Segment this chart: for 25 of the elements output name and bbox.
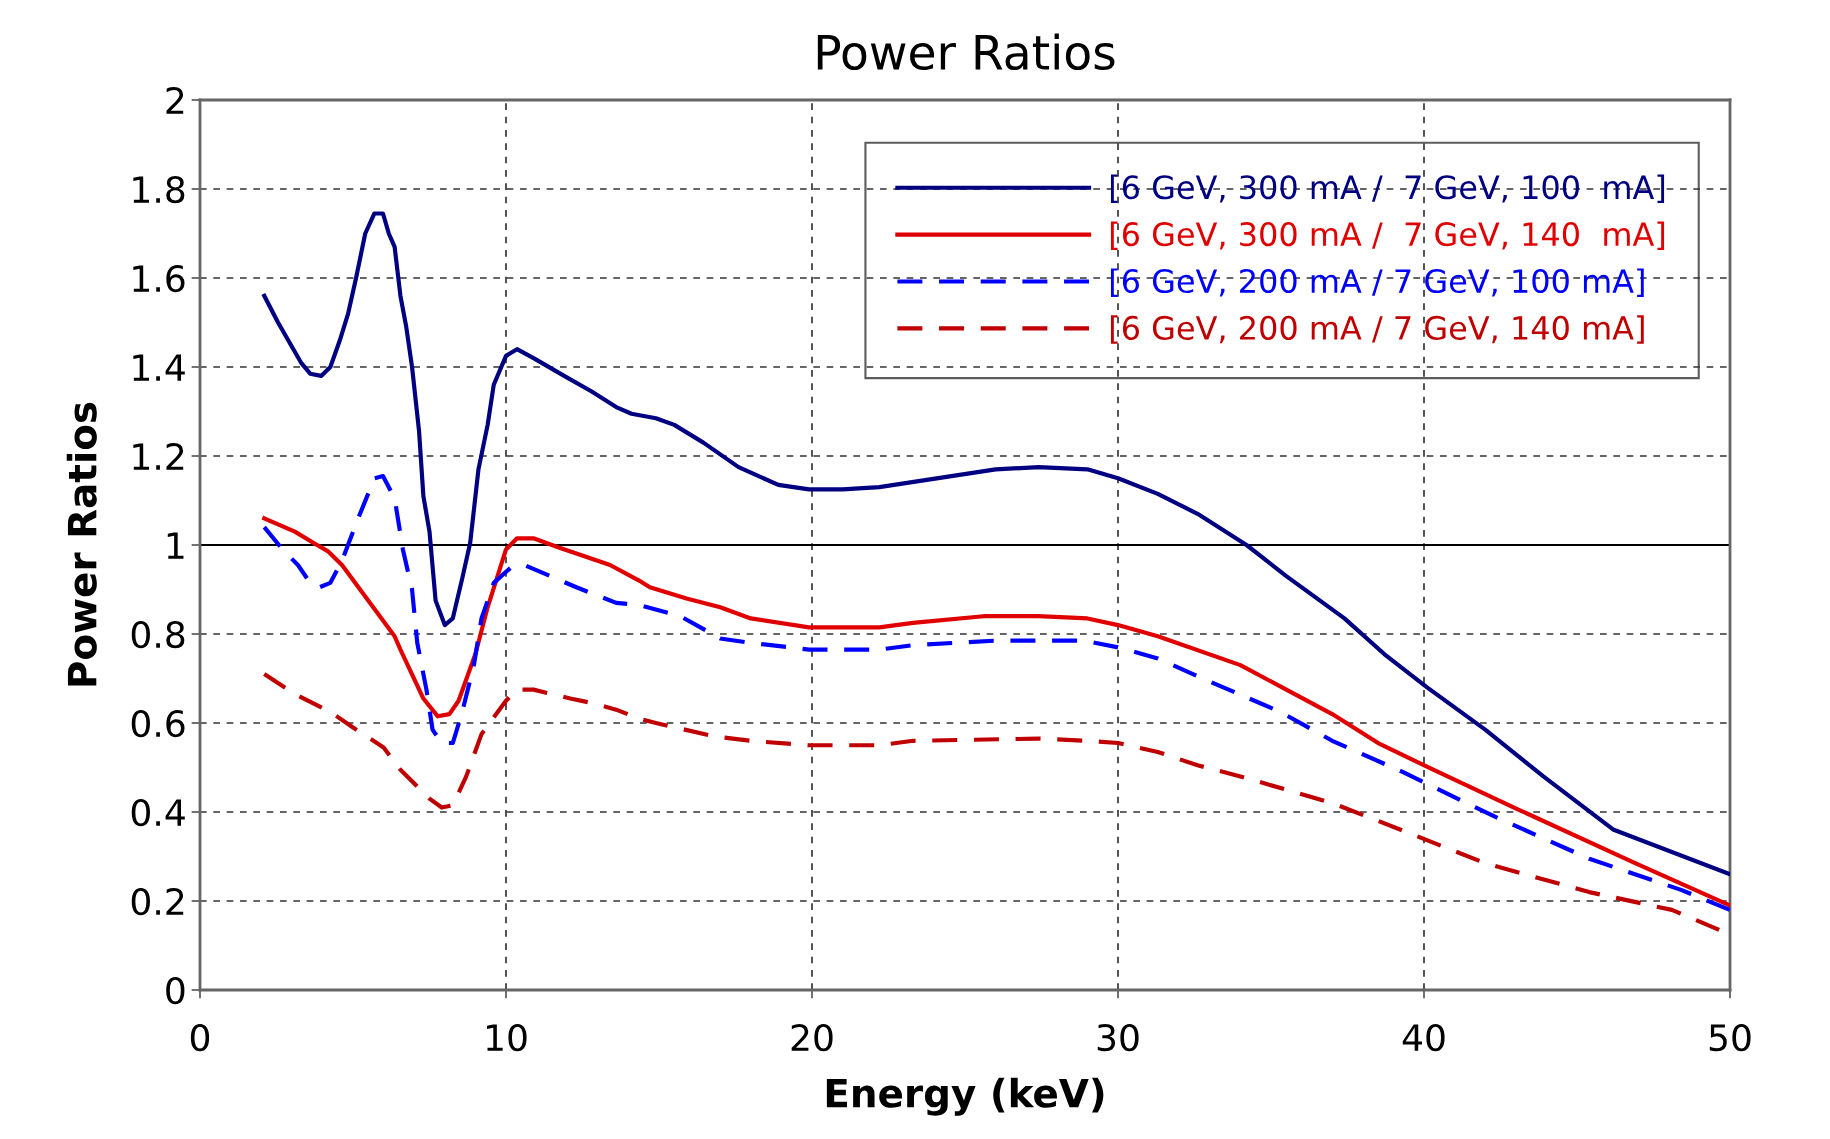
y-tick-label: 0.2 [131,887,184,916]
y-tick-label: 1.8 [133,175,185,204]
x-tick-label: 40 [1402,1023,1445,1052]
y-tick-label: 1.4 [133,354,185,381]
x-tick-label: 0 [190,1023,210,1052]
x-tick-label: 10 [486,1023,527,1052]
text: [6 GeV, 300 mA / 7 GeV, 140 mA] [1110,221,1665,250]
x-tick-label: 50 [1709,1023,1751,1052]
y-tick-label: 0.4 [131,798,185,827]
y-tick-label: 0.8 [131,620,185,649]
x-tick-label: 30 [1097,1023,1139,1052]
text: [6 GeV, 200 mA / 7 GeV, 100 mA] [1110,268,1644,297]
y-tick-label: 1 [167,532,184,559]
chart-title: Power Ratios [817,33,1115,71]
text: [6 GeV, 200 mA / 7 GeV, 140 mA] [1110,315,1644,344]
x-tick-label: 20 [791,1023,833,1052]
y-tick-label: 0.6 [131,709,185,738]
y-tick-label: 0 [166,976,185,1005]
y-tick-label: 1.2 [133,442,184,470]
text: [6 GeV, 300 mA / 7 GeV, 100 mA] [1110,174,1665,204]
y-tick-label: 2 [166,86,184,114]
y-axis-title: Power Ratios [66,402,97,686]
y-tick-label: 1.6 [133,264,185,293]
line-series [262,211,1730,877]
x-axis-title: Energy (keV) [826,1077,1104,1116]
